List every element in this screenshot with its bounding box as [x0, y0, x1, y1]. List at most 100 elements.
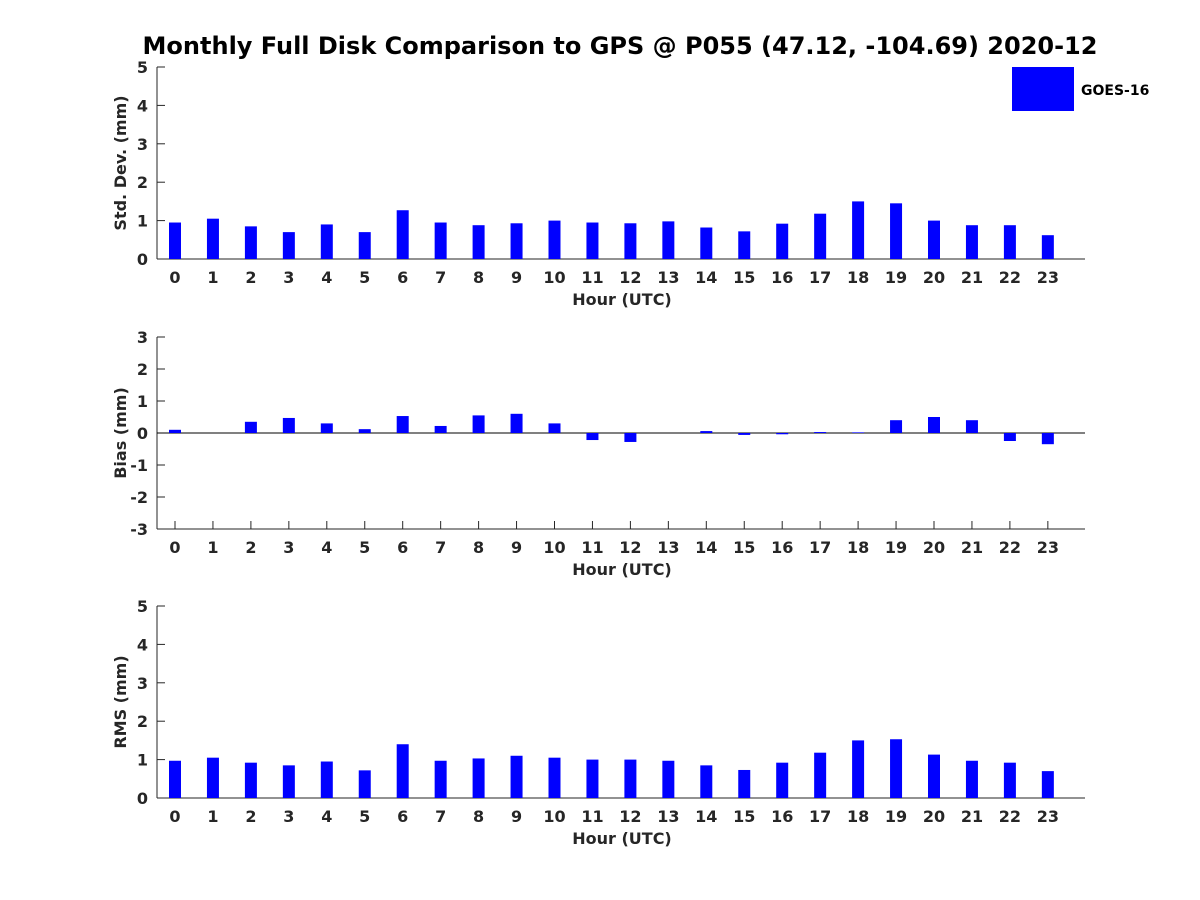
x-tick-label: 0 [169, 807, 180, 826]
bar [244, 762, 257, 798]
bar [624, 759, 637, 798]
bar [1041, 433, 1054, 445]
bar [358, 232, 371, 259]
bar [320, 224, 333, 259]
bar [852, 201, 865, 259]
x-tick-label: 10 [543, 268, 565, 287]
x-tick-label: 17 [809, 538, 831, 557]
x-tick-label: 16 [771, 538, 793, 557]
x-tick-label: 19 [885, 538, 907, 557]
y-tick-label: 1 [137, 212, 148, 231]
y-axis-label: RMS (mm) [111, 655, 130, 748]
y-tick-label: 1 [137, 392, 148, 411]
bar [965, 420, 978, 433]
y-tick-label: 5 [137, 58, 148, 77]
x-tick-label: 13 [657, 538, 679, 557]
x-tick-label: 18 [847, 268, 869, 287]
x-tick-label: 5 [359, 538, 370, 557]
x-tick-label: 21 [961, 807, 983, 826]
y-tick-label: 5 [137, 597, 148, 616]
y-tick-label: 0 [137, 250, 148, 269]
bar [624, 223, 637, 259]
bar [662, 760, 675, 798]
x-tick-label: 3 [283, 538, 294, 557]
x-tick-label: 1 [207, 268, 218, 287]
bar [1041, 771, 1054, 798]
bar [548, 423, 561, 433]
bar [624, 433, 637, 442]
y-axis-label: Bias (mm) [111, 387, 130, 479]
x-tick-label: 1 [207, 807, 218, 826]
bar [965, 760, 978, 798]
bar [169, 760, 181, 798]
bar [396, 210, 409, 259]
bar [928, 417, 940, 433]
y-tick-label: 2 [137, 173, 148, 192]
bar [472, 415, 485, 433]
bar [738, 231, 751, 259]
x-axis-label: Hour (UTC) [572, 560, 672, 579]
bar [1003, 433, 1016, 441]
x-tick-label: 6 [397, 538, 408, 557]
bar [738, 769, 751, 798]
y-tick-label: -1 [130, 456, 148, 475]
x-tick-label: 9 [511, 268, 522, 287]
y-tick-label: 4 [137, 635, 148, 654]
x-tick-label: 11 [581, 538, 603, 557]
bar [472, 225, 485, 259]
x-tick-label: 2 [245, 268, 256, 287]
x-tick-label: 8 [473, 807, 484, 826]
bar [738, 433, 751, 435]
y-tick-label: 3 [137, 328, 148, 347]
bar [396, 416, 409, 433]
legend-label: GOES-16 [1081, 83, 1149, 99]
x-tick-label: 3 [283, 268, 294, 287]
bar [586, 222, 599, 259]
bar [434, 222, 447, 259]
bar [244, 226, 257, 259]
bar [358, 429, 371, 433]
bar [1041, 235, 1054, 259]
bar [814, 432, 827, 433]
y-tick-label: 0 [137, 424, 148, 443]
bar [320, 761, 333, 798]
x-tick-label: 11 [581, 807, 603, 826]
bar [965, 225, 978, 259]
bar [814, 752, 827, 798]
x-tick-label: 16 [771, 268, 793, 287]
bar [510, 755, 523, 798]
x-tick-label: 7 [435, 538, 446, 557]
x-tick-label: 10 [543, 538, 565, 557]
y-tick-label: 1 [137, 751, 148, 770]
x-tick-label: 19 [885, 807, 907, 826]
y-tick-label: 2 [137, 712, 148, 731]
bar [586, 433, 599, 441]
x-tick-label: 12 [619, 538, 641, 557]
x-tick-label: 7 [435, 268, 446, 287]
x-tick-label: 17 [809, 807, 831, 826]
x-tick-label: 4 [321, 268, 332, 287]
x-tick-label: 19 [885, 268, 907, 287]
bar [700, 765, 713, 798]
bar [169, 429, 181, 433]
bar [244, 421, 257, 433]
x-tick-label: 11 [581, 268, 603, 287]
y-tick-label: 0 [137, 789, 148, 808]
x-tick-label: 8 [473, 538, 484, 557]
x-tick-label: 20 [923, 538, 945, 557]
bar [434, 760, 447, 798]
bar [206, 757, 219, 798]
chart-title: Monthly Full Disk Comparison to GPS @ P0… [143, 32, 1098, 60]
y-tick-label: 3 [137, 674, 148, 693]
bar [852, 740, 865, 798]
x-tick-label: 9 [511, 807, 522, 826]
x-tick-label: 6 [397, 807, 408, 826]
bar [586, 759, 599, 798]
bar [852, 432, 865, 433]
y-axis-label: Std. Dev. (mm) [111, 95, 130, 230]
x-tick-label: 14 [695, 268, 717, 287]
y-tick-label: -3 [130, 520, 148, 539]
